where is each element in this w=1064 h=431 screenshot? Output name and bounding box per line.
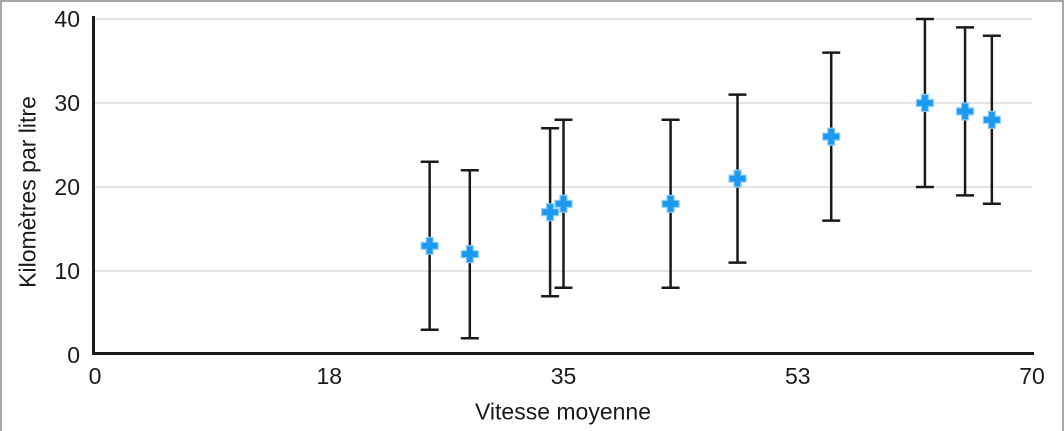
x-tick-label: 35 bbox=[551, 363, 577, 389]
x-tick-label: 53 bbox=[785, 363, 811, 389]
y-axis-title: Kilomètres par litre bbox=[14, 96, 41, 288]
y-tick-label: 30 bbox=[54, 90, 80, 116]
data-point-marker bbox=[728, 169, 747, 188]
y-tick-label: 0 bbox=[67, 342, 80, 368]
y-tick-label: 10 bbox=[54, 258, 80, 284]
data-point-marker bbox=[460, 245, 479, 264]
data-point-marker bbox=[955, 102, 975, 121]
data-point-marker bbox=[420, 236, 439, 255]
x-tick-label: 70 bbox=[1019, 363, 1045, 389]
y-tick-label: 40 bbox=[54, 6, 80, 32]
data-point-marker bbox=[554, 194, 573, 213]
x-axis-title: Vitesse moyenne bbox=[474, 398, 652, 425]
data-point-marker bbox=[822, 127, 841, 146]
x-tick-label: 0 bbox=[89, 363, 102, 389]
data-point-marker bbox=[915, 93, 935, 113]
data-point-marker bbox=[661, 194, 680, 213]
data-point-marker bbox=[982, 110, 1001, 129]
data-point-marker bbox=[541, 203, 560, 222]
x-tick-label: 18 bbox=[316, 363, 342, 389]
y-tick-label: 20 bbox=[54, 174, 80, 200]
